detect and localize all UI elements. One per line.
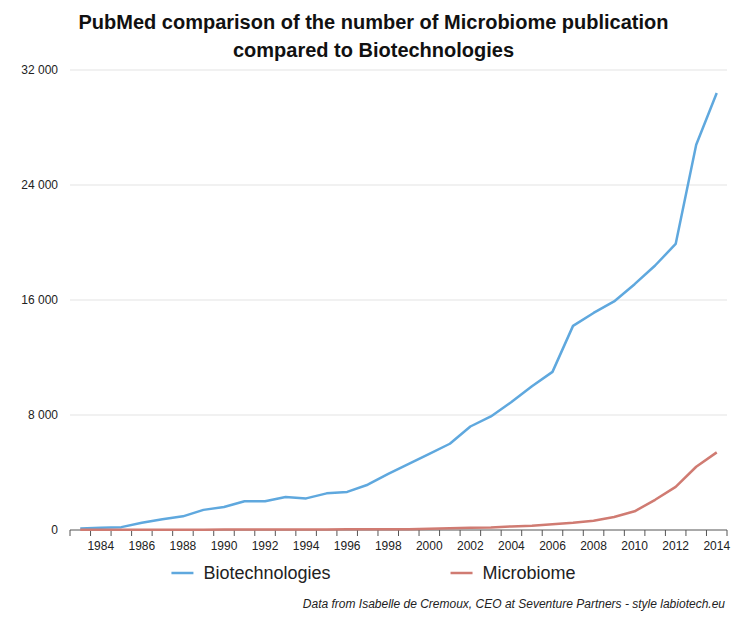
x-tick-label: 2000 [416,539,443,553]
x-tick-label: 1988 [170,539,197,553]
x-tick [562,530,563,536]
x-tick [357,530,358,536]
series-line [80,93,716,529]
x-tick-label: 2004 [498,539,525,553]
x-tick [419,530,420,536]
x-tick [644,530,645,536]
x-tick-label: 2012 [662,539,689,553]
x-tick-label: 2010 [621,539,648,553]
grid-line [70,185,727,186]
x-tick [685,530,686,536]
x-tick-label: 2014 [703,539,730,553]
grid-line [70,70,727,71]
x-tick-label: 1990 [211,539,238,553]
x-tick [377,530,378,536]
x-tick [336,530,337,536]
title: PubMed comparison of the number of Micro… [40,8,707,64]
x-tick [275,530,276,536]
y-tick-label: 8 000 [28,408,58,422]
legend-swatch [451,572,473,575]
legend-item: Biotechnologies [171,563,330,583]
x-tick [603,530,604,536]
x-tick-label: 1998 [375,539,402,553]
x-tick-label: 2008 [580,539,607,553]
y-tick-label: 0 [51,523,58,537]
y-tick-label: 24 000 [21,178,58,192]
x-tick [439,530,440,536]
plot-area [80,93,716,530]
x-tick [583,530,584,536]
x-tick [254,530,255,536]
x-tick [460,530,461,536]
x-tick [521,530,522,536]
x-tick [624,530,625,536]
x-tick-label: 1992 [252,539,279,553]
x-tick [316,530,317,536]
x-tick-label: 2002 [457,539,484,553]
legend-item: Microbiome [451,563,576,583]
x-tick [665,530,666,536]
grid-line [70,415,727,416]
x-tick [542,530,543,536]
x-tick [70,530,71,536]
x-tick-label: 2006 [539,539,566,553]
x-tick [727,530,728,536]
series-line [80,452,716,529]
legend-label: Biotechnologies [203,563,330,583]
annotation: Data from Isabelle de Cremoux, CEO at Se… [303,597,726,611]
x-tick-label: 1984 [87,539,114,553]
legend-swatch [171,572,193,575]
y-tick-label: 16 000 [21,293,58,307]
legend-label: Microbiome [483,563,576,583]
x-tick [213,530,214,536]
x-tick [234,530,235,536]
x-tick [501,530,502,536]
x-tick [480,530,481,536]
x-tick [398,530,399,536]
grid-line [70,300,727,301]
x-tick-label: 1996 [334,539,361,553]
x-tick [295,530,296,536]
x-tick-label: 1994 [293,539,320,553]
x-tick [706,530,707,536]
x-tick-label: 1986 [129,539,156,553]
y-tick-label: 32 000 [21,63,58,77]
